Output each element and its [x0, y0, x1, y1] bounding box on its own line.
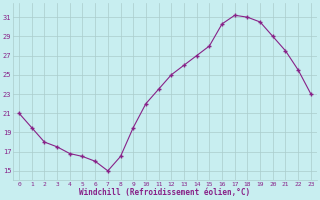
X-axis label: Windchill (Refroidissement éolien,°C): Windchill (Refroidissement éolien,°C): [79, 188, 251, 197]
